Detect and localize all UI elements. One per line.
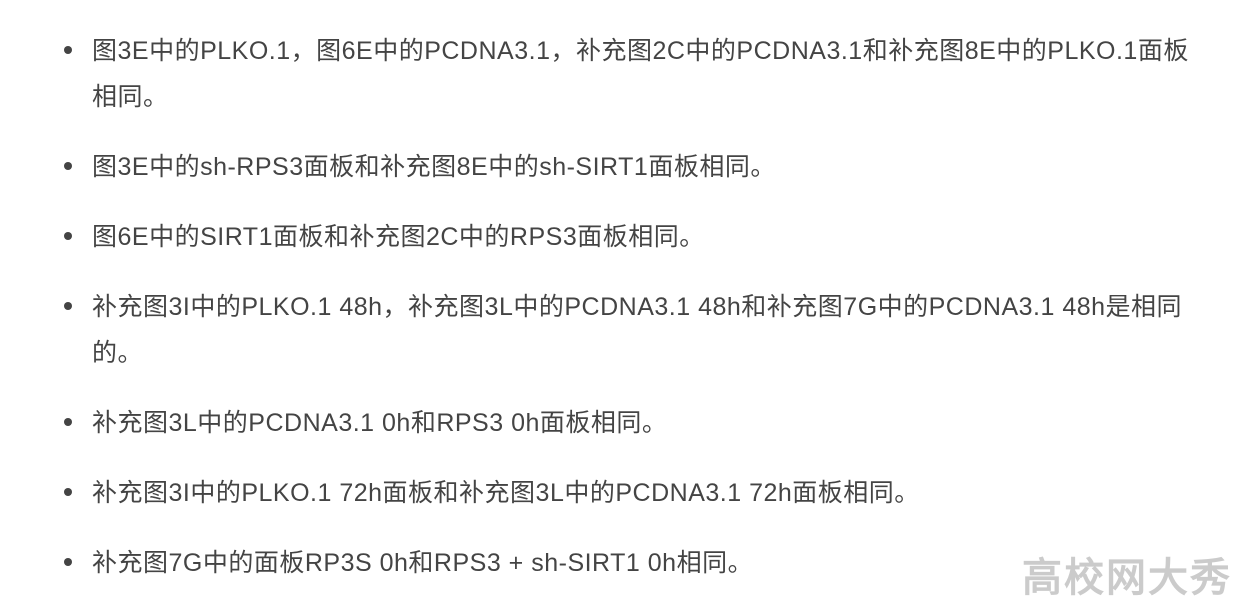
list-item: 图6E中的SIRT1面板和补充图2C中的RPS3面板相同。 bbox=[40, 214, 1206, 260]
list-item: 补充图7G中的面板RP3S 0h和RPS3 + sh-SIRT1 0h相同。 bbox=[40, 540, 1206, 586]
bullet-list-container: 图3E中的PLKO.1，图6E中的PCDNA3.1，补充图2C中的PCDNA3.… bbox=[0, 0, 1246, 586]
list-item: 补充图3L中的PCDNA3.1 0h和RPS3 0h面板相同。 bbox=[40, 400, 1206, 446]
list-item-text: 图3E中的PLKO.1，图6E中的PCDNA3.1，补充图2C中的PCDNA3.… bbox=[92, 37, 1189, 111]
list-item: 图3E中的sh-RPS3面板和补充图8E中的sh-SIRT1面板相同。 bbox=[40, 144, 1206, 190]
list-item-text: 图6E中的SIRT1面板和补充图2C中的RPS3面板相同。 bbox=[92, 223, 705, 251]
list-item-text: 补充图3I中的PLKO.1 48h，补充图3L中的PCDNA3.1 48h和补充… bbox=[92, 293, 1182, 367]
bullet-list: 图3E中的PLKO.1，图6E中的PCDNA3.1，补充图2C中的PCDNA3.… bbox=[40, 28, 1206, 586]
list-item: 补充图3I中的PLKO.1 48h，补充图3L中的PCDNA3.1 48h和补充… bbox=[40, 284, 1206, 376]
list-item-text: 补充图3L中的PCDNA3.1 0h和RPS3 0h面板相同。 bbox=[92, 409, 667, 437]
list-item-text: 补充图3I中的PLKO.1 72h面板和补充图3L中的PCDNA3.1 72h面… bbox=[92, 479, 920, 507]
list-item: 图3E中的PLKO.1，图6E中的PCDNA3.1，补充图2C中的PCDNA3.… bbox=[40, 28, 1206, 120]
list-item-text: 图3E中的sh-RPS3面板和补充图8E中的sh-SIRT1面板相同。 bbox=[92, 153, 776, 181]
list-item: 补充图3I中的PLKO.1 72h面板和补充图3L中的PCDNA3.1 72h面… bbox=[40, 470, 1206, 516]
list-item-text: 补充图7G中的面板RP3S 0h和RPS3 + sh-SIRT1 0h相同。 bbox=[92, 549, 753, 577]
